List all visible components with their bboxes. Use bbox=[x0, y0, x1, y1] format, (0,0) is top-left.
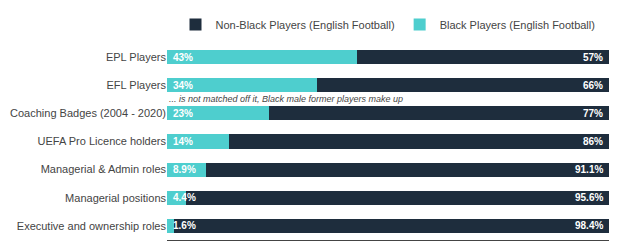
svg-text:91.1%: 91.1% bbox=[575, 164, 603, 175]
svg-text:EPL Players: EPL Players bbox=[106, 51, 167, 63]
svg-text:66%: 66% bbox=[583, 80, 603, 91]
svg-text:14%: 14% bbox=[173, 136, 193, 147]
svg-text:77%: 77% bbox=[583, 108, 603, 119]
svg-text:57%: 57% bbox=[583, 52, 603, 63]
svg-text:23%: 23% bbox=[173, 108, 193, 119]
svg-text:1.6%: 1.6% bbox=[173, 220, 196, 231]
svg-text:86%: 86% bbox=[583, 136, 603, 147]
svg-text:98.4%: 98.4% bbox=[575, 220, 603, 231]
svg-text:Managerial & Admin roles: Managerial & Admin roles bbox=[41, 163, 167, 175]
svg-text:EFL Players: EFL Players bbox=[106, 79, 166, 91]
svg-text:95.6%: 95.6% bbox=[575, 192, 603, 203]
svg-text:... is not matched off it, Bla: ... is not matched off it, Black male fo… bbox=[169, 94, 403, 104]
svg-text:UEFA Pro Licence holders: UEFA Pro Licence holders bbox=[38, 135, 167, 147]
svg-text:34%: 34% bbox=[173, 80, 193, 91]
svg-text:8.9%: 8.9% bbox=[173, 164, 196, 175]
svg-text:Black Players (English Footbal: Black Players (English Football) bbox=[440, 19, 595, 31]
svg-text:4.4%: 4.4% bbox=[173, 192, 196, 203]
svg-text:43%: 43% bbox=[173, 52, 193, 63]
svg-text:Non-Black Players (English Foo: Non-Black Players (English Football) bbox=[216, 19, 395, 31]
svg-text:Executive and ownership roles: Executive and ownership roles bbox=[17, 220, 167, 232]
svg-text:Managerial positions: Managerial positions bbox=[65, 192, 166, 204]
svg-text:Coaching Badges (2004 - 2020): Coaching Badges (2004 - 2020) bbox=[10, 107, 166, 119]
